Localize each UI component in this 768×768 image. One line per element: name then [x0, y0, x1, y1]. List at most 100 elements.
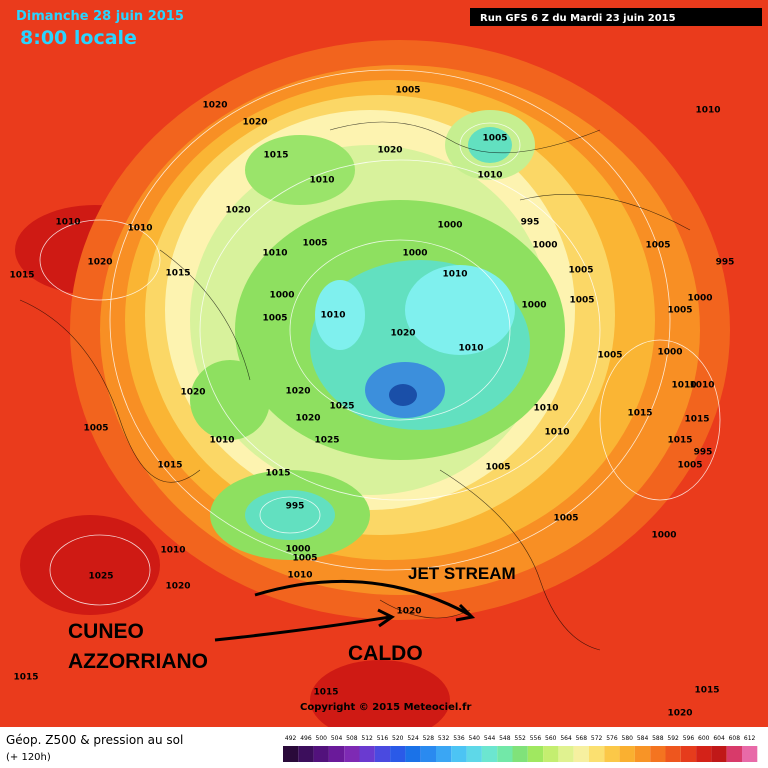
pressure-label: 1020	[390, 329, 415, 339]
scale-label: 508	[346, 735, 358, 742]
scale-cell	[497, 746, 513, 762]
pressure-label: 1015	[165, 269, 190, 279]
pressure-label: 1020	[202, 101, 227, 111]
pressure-label: 1010	[442, 270, 467, 280]
scale-label: 504	[331, 735, 343, 742]
pressure-label: 1010	[477, 171, 502, 181]
annotation: CALDO	[348, 642, 423, 665]
coastlines	[19, 121, 691, 651]
pressure-label: 1010	[287, 571, 312, 581]
pressure-labels: 1020 1020 1005 1005 1010 1020 1010 1015 1010 1020…	[9, 86, 734, 719]
scale-cell	[634, 746, 651, 762]
scale-cell	[374, 746, 391, 762]
scale-cell	[726, 746, 742, 762]
scale-cell	[481, 746, 498, 762]
pressure-label: 1000	[437, 221, 462, 231]
copyright: Copyright © 2015 Meteociel.fr	[300, 702, 471, 713]
scale-cell	[420, 746, 436, 762]
pressure-label: 1020	[242, 118, 267, 128]
pressure-label: 1020	[225, 206, 250, 216]
scale-label: 500	[316, 735, 328, 742]
pressure-label: 1020	[396, 607, 421, 617]
field	[20, 515, 160, 615]
pressure-label: 1005	[83, 424, 108, 434]
field	[310, 660, 450, 727]
scale-cell	[405, 746, 421, 762]
pressure-label: 1010	[695, 106, 720, 116]
pressure-label: 1010	[127, 224, 152, 234]
scale-label: 584	[637, 735, 649, 742]
pressure-label: 1010	[55, 218, 80, 228]
pressure-label: 1025	[88, 572, 113, 582]
scale-label: 588	[652, 735, 664, 742]
pressure-label: 1010	[544, 428, 569, 438]
field	[315, 280, 365, 350]
scale-label: 540	[469, 735, 481, 742]
pressure-label: 1000	[521, 301, 546, 311]
pressure-label: 1005	[485, 463, 510, 473]
scale-label: 552	[514, 735, 526, 742]
scale-cell	[328, 746, 345, 762]
scale-label: 544	[484, 735, 496, 742]
scale-label: 512	[361, 735, 373, 742]
scale-label: 612	[744, 735, 756, 742]
pressure-label: 1005	[677, 461, 702, 471]
pressure-label: 1000	[402, 249, 427, 259]
pressure-label: 1015	[13, 673, 38, 683]
pressure-label: 1005	[262, 314, 287, 324]
scale-cell	[313, 746, 329, 762]
scale-label: 604	[713, 735, 725, 742]
scale-cell	[512, 746, 528, 762]
scale-cell	[742, 746, 758, 762]
scale-label: 568	[576, 735, 588, 742]
pressure-label: 1010	[689, 381, 714, 391]
scale-cell	[359, 746, 375, 762]
run: Run GFS 6 Z du Mardi 23 juin 2015	[480, 13, 676, 24]
scale-cell	[344, 746, 360, 762]
scale-cell	[451, 746, 467, 762]
pressure-label: 1015	[9, 271, 34, 281]
scale-label: 492	[285, 735, 297, 742]
scale-cell	[390, 746, 406, 762]
pressure-label: 1005	[645, 241, 670, 251]
scale-label: 600	[698, 735, 710, 742]
scale-cell	[696, 746, 712, 762]
scale-label: 576	[606, 735, 618, 742]
scale-label: 524	[407, 735, 419, 742]
pressure-label: 995	[286, 502, 305, 512]
scale-cell	[543, 746, 559, 762]
scale-label: 608	[729, 735, 741, 742]
pressure-label: 1015	[627, 409, 652, 419]
scale-label: 536	[453, 735, 465, 742]
pressure-label: 1000	[285, 545, 310, 555]
pressure-label: 1005	[597, 351, 622, 361]
scale-label: 596	[683, 735, 695, 742]
scale-cell	[558, 746, 574, 762]
pressure-label: 1010	[671, 381, 696, 391]
pressure-label: 1000	[269, 291, 294, 301]
pressure-label: 1020	[87, 258, 112, 268]
pressure-label: 1010	[320, 311, 345, 321]
scale-cell	[619, 746, 635, 762]
pressure-label: 1020	[165, 582, 190, 592]
scale-cell	[436, 746, 452, 762]
pressure-label: 1020	[667, 709, 692, 719]
annotation: JET STREAM	[408, 564, 516, 583]
scale-label: 556	[530, 735, 542, 742]
geopotential-field: 1020 1020 1005 1005 1010 1020 1010 1015 1010 1020…	[0, 0, 768, 727]
field	[190, 360, 270, 440]
scale-label: 560	[545, 735, 557, 742]
scale-label: 592	[667, 735, 679, 742]
field	[245, 135, 355, 205]
pressure-label: 1010	[209, 436, 234, 446]
pressure-label: 1005	[482, 134, 507, 144]
scale-cell	[589, 746, 605, 762]
pressure-label: 1010	[458, 344, 483, 354]
pressure-label: 1005	[569, 296, 594, 306]
annotation: AZZORRIANO	[68, 650, 208, 673]
scale-cell	[680, 746, 697, 762]
scale-cell	[604, 746, 620, 762]
pressure-label: 1025	[329, 402, 354, 412]
pressure-label: 1005	[292, 554, 317, 564]
scale-label: 564	[560, 735, 572, 742]
